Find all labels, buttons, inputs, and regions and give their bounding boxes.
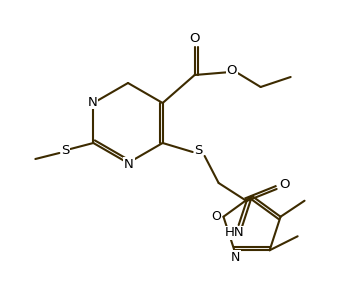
Text: O: O [189,32,200,46]
Text: HN: HN [225,226,244,240]
Text: O: O [279,179,290,192]
Text: N: N [124,158,134,170]
Text: O: O [211,210,222,223]
Text: S: S [195,145,203,158]
Text: N: N [88,95,97,108]
Text: S: S [61,145,70,158]
Text: O: O [226,64,237,77]
Text: N: N [231,251,240,264]
